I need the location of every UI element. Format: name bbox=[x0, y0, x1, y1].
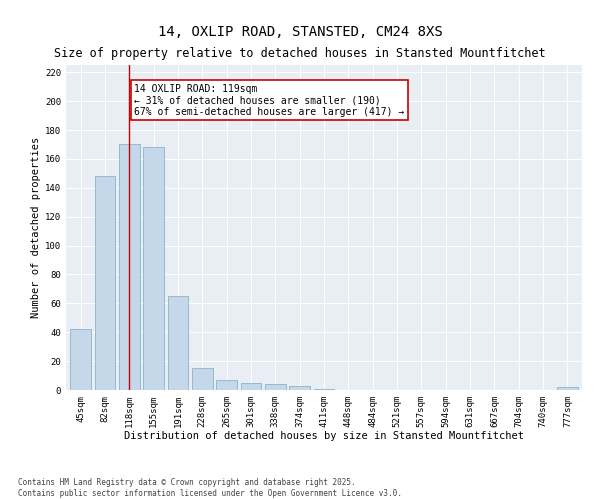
Bar bbox=[70, 330, 91, 390]
Bar bbox=[314, 388, 334, 390]
Text: Contains HM Land Registry data © Crown copyright and database right 2025.
Contai: Contains HM Land Registry data © Crown c… bbox=[18, 478, 402, 498]
Bar bbox=[241, 383, 262, 390]
Bar bbox=[167, 296, 188, 390]
Bar bbox=[192, 368, 212, 390]
Bar bbox=[95, 176, 115, 390]
X-axis label: Distribution of detached houses by size in Stansted Mountfitchet: Distribution of detached houses by size … bbox=[124, 432, 524, 442]
Bar bbox=[119, 144, 140, 390]
Text: Size of property relative to detached houses in Stansted Mountfitchet: Size of property relative to detached ho… bbox=[54, 48, 546, 60]
Text: 14, OXLIP ROAD, STANSTED, CM24 8XS: 14, OXLIP ROAD, STANSTED, CM24 8XS bbox=[158, 25, 442, 39]
Text: 14 OXLIP ROAD: 119sqm
← 31% of detached houses are smaller (190)
67% of semi-det: 14 OXLIP ROAD: 119sqm ← 31% of detached … bbox=[134, 84, 404, 117]
Bar bbox=[216, 380, 237, 390]
Bar bbox=[289, 386, 310, 390]
Bar bbox=[265, 384, 286, 390]
Bar bbox=[143, 148, 164, 390]
Y-axis label: Number of detached properties: Number of detached properties bbox=[31, 137, 41, 318]
Bar bbox=[557, 387, 578, 390]
